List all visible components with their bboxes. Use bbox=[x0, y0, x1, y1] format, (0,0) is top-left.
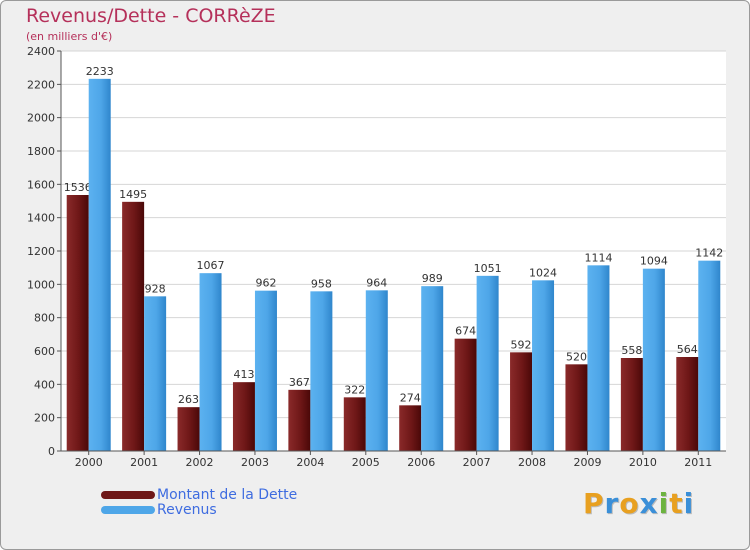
logo-letter: r bbox=[604, 487, 620, 520]
bar-revenue bbox=[421, 286, 444, 451]
y-tick-label: 2000 bbox=[27, 112, 55, 125]
x-tick-label: 2000 bbox=[75, 456, 103, 469]
x-tick-label: 2010 bbox=[629, 456, 657, 469]
data-label-debt: 322 bbox=[344, 383, 365, 396]
bar-revenue bbox=[476, 275, 499, 451]
x-tick-label: 2003 bbox=[241, 456, 269, 469]
y-tick-label: 1600 bbox=[27, 178, 55, 191]
bar-debt bbox=[676, 357, 699, 451]
bar-debt bbox=[288, 389, 311, 451]
legend-swatch-revenue bbox=[101, 505, 155, 514]
x-tick-label: 2008 bbox=[518, 456, 546, 469]
y-tick-label: 400 bbox=[34, 378, 55, 391]
bar-debt bbox=[510, 352, 533, 451]
data-label-debt: 367 bbox=[289, 376, 310, 389]
bar-revenue bbox=[310, 291, 333, 451]
data-label-debt: 1536 bbox=[64, 181, 92, 194]
bar-revenue bbox=[199, 273, 222, 451]
logo-letter: P bbox=[583, 487, 605, 520]
bar-debt bbox=[565, 364, 588, 451]
y-tick-label: 0 bbox=[48, 445, 55, 458]
y-tick-label: 1000 bbox=[27, 278, 55, 291]
data-label-debt: 558 bbox=[621, 344, 642, 357]
logo-letter: i bbox=[683, 487, 695, 520]
y-tick-label: 2200 bbox=[27, 78, 55, 91]
chart-subtitle: (en milliers d'€) bbox=[26, 30, 113, 43]
legend-label-revenue: Revenus bbox=[157, 501, 217, 518]
proxiti-logo: Proxiti bbox=[583, 487, 694, 520]
legend-item-debt: Montant de la Dette bbox=[101, 486, 298, 503]
bar-debt bbox=[620, 358, 643, 451]
bar-revenue bbox=[88, 78, 111, 451]
data-label-revenue: 962 bbox=[255, 277, 276, 290]
data-label-debt: 564 bbox=[677, 343, 698, 356]
data-label-revenue: 1114 bbox=[584, 251, 612, 264]
bar-debt bbox=[232, 382, 255, 451]
data-label-revenue: 964 bbox=[366, 276, 387, 289]
data-label-revenue: 1142 bbox=[695, 247, 723, 260]
data-label-debt: 413 bbox=[233, 368, 254, 381]
data-label-revenue: 1094 bbox=[640, 255, 668, 268]
chart-title: Revenus/Dette - CORRèZE bbox=[26, 5, 276, 27]
bar-debt bbox=[343, 397, 366, 451]
x-tick-label: 2009 bbox=[573, 456, 601, 469]
data-label-revenue: 928 bbox=[145, 282, 166, 295]
bar-revenue bbox=[532, 280, 555, 451]
data-label-revenue: 1024 bbox=[529, 266, 557, 279]
data-label-debt: 1495 bbox=[119, 188, 147, 201]
logo-letter: o bbox=[619, 487, 640, 520]
data-label-debt: 274 bbox=[400, 391, 421, 404]
bar-debt bbox=[122, 201, 145, 451]
data-label-revenue: 1067 bbox=[197, 259, 225, 272]
x-tick-label: 2006 bbox=[407, 456, 435, 469]
y-tick-label: 2400 bbox=[27, 45, 55, 58]
bar-debt bbox=[454, 338, 477, 451]
y-tick-label: 800 bbox=[34, 312, 55, 325]
bar-revenue bbox=[365, 290, 388, 451]
legend-swatch-debt bbox=[101, 490, 155, 499]
data-label-revenue: 1051 bbox=[474, 262, 502, 275]
x-tick-label: 2001 bbox=[130, 456, 158, 469]
chart-legend: Montant de la Dette Revenus bbox=[101, 486, 298, 518]
y-tick-label: 600 bbox=[34, 345, 55, 358]
logo-letter: x bbox=[639, 487, 659, 520]
y-tick-label: 1800 bbox=[27, 145, 55, 158]
x-tick-label: 2002 bbox=[186, 456, 214, 469]
bar-revenue bbox=[642, 268, 665, 451]
bar-revenue bbox=[698, 260, 721, 451]
data-label-debt: 263 bbox=[178, 393, 199, 406]
x-tick-label: 2004 bbox=[296, 456, 324, 469]
data-label-debt: 592 bbox=[511, 338, 532, 351]
bar-revenue bbox=[144, 296, 167, 451]
x-tick-label: 2005 bbox=[352, 456, 380, 469]
data-label-debt: 520 bbox=[566, 350, 587, 363]
logo-letter: i bbox=[658, 487, 670, 520]
data-label-debt: 674 bbox=[455, 325, 476, 338]
bar-debt bbox=[399, 405, 422, 451]
legend-label-debt: Montant de la Dette bbox=[157, 486, 298, 503]
data-label-revenue: 2233 bbox=[86, 65, 114, 78]
y-tick-label: 1200 bbox=[27, 245, 55, 258]
data-label-revenue: 958 bbox=[311, 277, 332, 290]
y-tick-label: 1400 bbox=[27, 212, 55, 225]
logo-letter: t bbox=[669, 487, 684, 520]
bar-revenue bbox=[587, 265, 610, 451]
x-tick-label: 2011 bbox=[684, 456, 712, 469]
bar-debt bbox=[177, 407, 200, 451]
bar-revenue bbox=[254, 290, 277, 451]
y-tick-label: 200 bbox=[34, 412, 55, 425]
legend-item-revenue: Revenus bbox=[101, 501, 297, 518]
bar-debt bbox=[66, 195, 89, 451]
data-label-revenue: 989 bbox=[422, 272, 443, 285]
x-tick-label: 2007 bbox=[463, 456, 491, 469]
